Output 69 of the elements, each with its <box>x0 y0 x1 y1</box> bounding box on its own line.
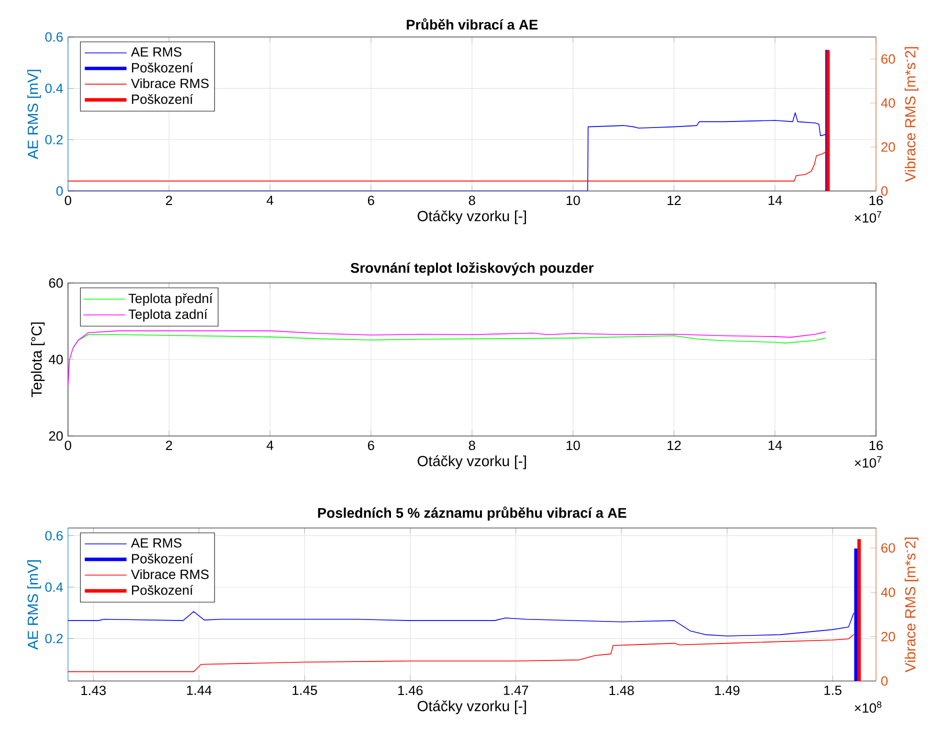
y2-tick-label: 60 <box>881 543 896 553</box>
y-tick-label: 0.6 <box>45 32 63 42</box>
y2-tick-label: 0 <box>881 676 888 686</box>
x-tick-label: 6 <box>368 196 374 206</box>
y-tick-label: 0.6 <box>45 530 63 540</box>
y-tick-label: 0.2 <box>45 634 63 644</box>
legend-label: Vibrace RMS <box>130 569 209 580</box>
y2-tick-label: 40 <box>881 588 896 598</box>
x-tick-label: 1.48 <box>610 686 634 696</box>
x-tick-label: 8 <box>468 440 476 450</box>
x-tick-label: 1.44 <box>187 686 212 695</box>
y-tick-label: 0.2 <box>45 134 63 144</box>
legend-label: AE RMS <box>130 47 182 57</box>
x-tick-label: 1.47 <box>504 686 528 695</box>
y2-axis-title: Vibrace RMS [m*s$^{-}$2] <box>904 538 918 672</box>
y-axis-title: AE RMS [mV] <box>27 70 41 160</box>
text: ×10$^{7}$ <box>854 211 882 223</box>
y-tick-label: 0.4 <box>45 582 63 592</box>
x-tick-label: 1.46 <box>398 686 423 696</box>
x-tick-label: 14 <box>768 196 782 205</box>
x-axis-title: Otáčky vzorku [-] <box>418 455 526 470</box>
y2-tick-label: 40 <box>881 98 896 108</box>
x-tick-label: 2 <box>166 196 172 206</box>
legend-label: Poškození <box>132 62 194 72</box>
x-tick-label: 8 <box>468 196 476 206</box>
legend-label: Teplota zadní <box>128 308 208 322</box>
x-tick-label: 12 <box>668 196 681 206</box>
y2-axis-title: Vibrace RMS [m*s$^{-}$2] <box>904 47 918 182</box>
y-tick-label: 60 <box>49 278 63 288</box>
y2-tick-label: 20 <box>881 632 896 642</box>
x-axis-title: Otáčky vzorku [-] <box>418 210 526 224</box>
y-axis-title: Teplota [°C] <box>30 322 45 398</box>
x-tick-label: 1.43 <box>81 686 106 696</box>
x-tick-label: 1.5 <box>824 686 842 695</box>
y-tick-label: 0.4 <box>45 84 63 94</box>
text: ×10$^{7}$ <box>854 456 882 468</box>
text: ×10$^{8}$ <box>854 701 882 713</box>
legend-label: AE RMS <box>130 538 182 548</box>
y-tick-label: 40 <box>48 354 63 364</box>
x-tick-label: 16 <box>870 196 883 206</box>
x-tick-label: 10 <box>566 440 580 450</box>
x-tick-label: 10 <box>566 196 580 206</box>
chart-title: Průběh vibrací a AE <box>406 18 538 30</box>
legend-label: Vibrace RMS <box>130 78 209 88</box>
x-tick-label: 0 <box>64 196 72 206</box>
y2-tick-label: 0 <box>881 186 888 196</box>
y-axis-title: AE RMS [mV] <box>27 560 41 650</box>
x-tick-label: 14 <box>768 440 782 450</box>
x-tick-label: 1.49 <box>715 686 740 696</box>
x-tick-label: 4 <box>266 440 274 450</box>
y-tick-label: 20 <box>49 431 63 441</box>
legend-label: Poškození <box>132 553 194 564</box>
x-tick-label: 4 <box>266 196 274 205</box>
x-tick-label: 12 <box>668 440 681 450</box>
y2-tick-label: 20 <box>881 142 896 152</box>
x-tick-label: 0 <box>64 440 72 450</box>
line-series <box>68 634 854 672</box>
x-tick-label: 6 <box>368 440 374 450</box>
legend-label: Teplota přední <box>128 293 213 306</box>
x-tick-label: 1.45 <box>292 686 318 695</box>
chart-title: Srovnání teplot ložiskových pouzder <box>350 262 594 276</box>
legend-label: Poškození <box>132 94 194 104</box>
x-axis-title: Otáčky vzorku [-] <box>418 700 526 714</box>
y2-tick-label: 60 <box>881 54 896 64</box>
y-tick-label: 0 <box>56 186 63 196</box>
x-tick-label: 16 <box>870 440 883 450</box>
chart-title: Posledních 5 % záznamu průběhu vibrací a AE <box>318 506 626 521</box>
legend-label: Poškození <box>132 584 194 595</box>
x-tick-label: 2 <box>166 440 172 450</box>
